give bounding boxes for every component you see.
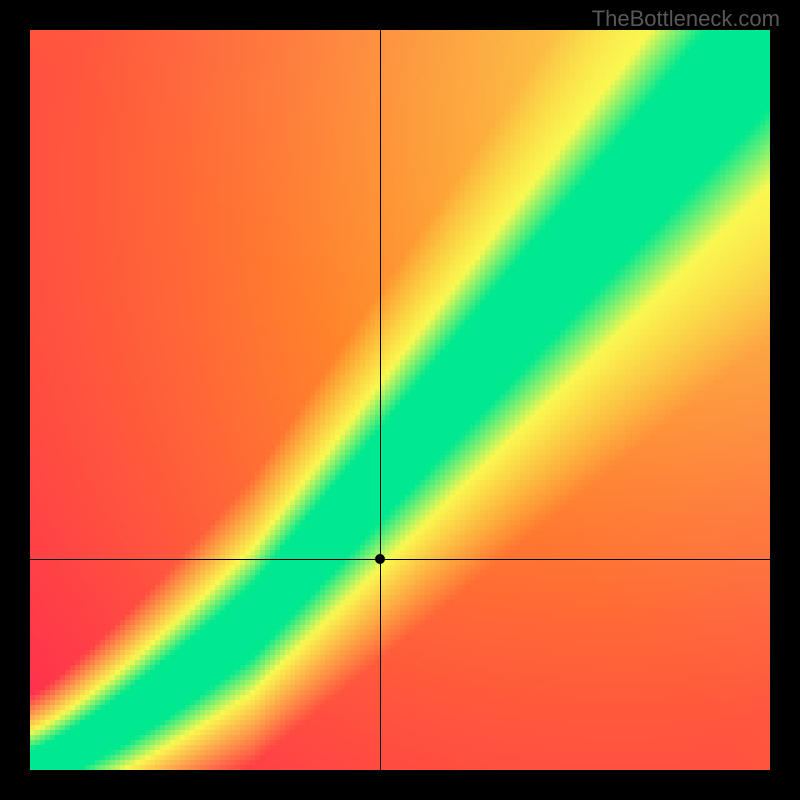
plot-area [30,30,770,770]
chart-container: TheBottleneck.com [0,0,800,800]
watermark-text: TheBottleneck.com [592,6,780,32]
crosshair-horizontal [30,559,770,560]
marker-dot [375,554,385,564]
crosshair-vertical [380,30,381,770]
heatmap-canvas [30,30,770,770]
